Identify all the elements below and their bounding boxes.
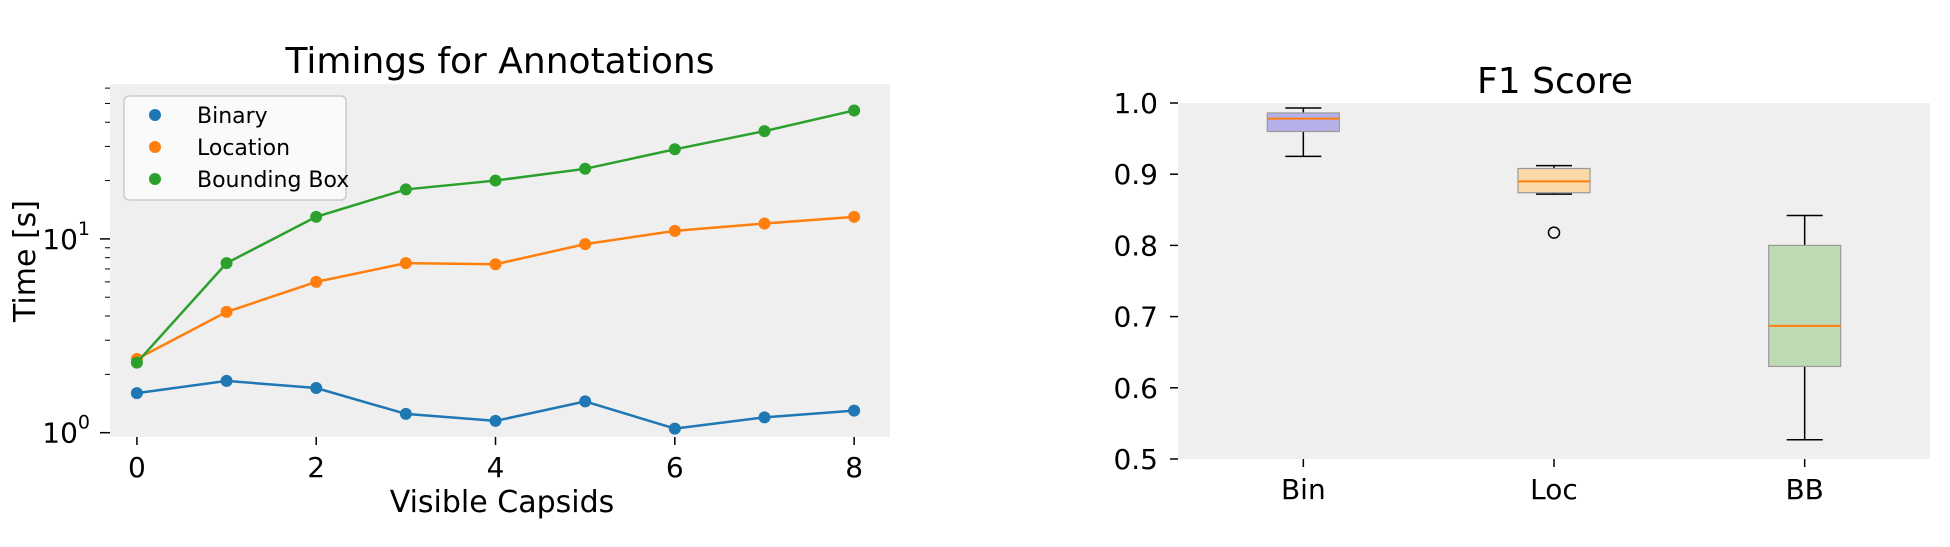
y-tick-label: 0.6 xyxy=(1113,372,1158,405)
data-point xyxy=(399,183,412,196)
y-tick-label: 0.7 xyxy=(1113,301,1158,334)
x-tick-label: Loc xyxy=(1530,473,1578,506)
data-point xyxy=(579,238,592,251)
data-point xyxy=(668,143,681,156)
line-chart-x-ticks: 0 2 4 6 8 xyxy=(128,437,863,484)
data-point xyxy=(489,258,502,271)
line-chart-legend: Binary Location Bounding Box xyxy=(123,95,349,201)
box-loc xyxy=(1517,164,1591,239)
x-tick-label: Bin xyxy=(1281,473,1326,506)
data-point xyxy=(579,162,592,175)
outlier-point xyxy=(1547,226,1561,239)
y-tick-label: 0.8 xyxy=(1113,229,1158,262)
box-chart-title: F1 Score xyxy=(1477,61,1633,102)
box-chart-boxes xyxy=(1266,107,1842,441)
y-tick-exponent: 0 xyxy=(78,412,90,434)
legend-marker xyxy=(149,173,161,185)
data-point xyxy=(758,125,771,138)
y-tick-label: 100 xyxy=(42,412,90,450)
legend-label: Binary xyxy=(197,104,268,129)
x-tick-label: BB xyxy=(1785,473,1823,506)
box-bin xyxy=(1266,107,1340,158)
x-tick-label: 0 xyxy=(128,451,146,484)
data-point xyxy=(220,305,233,318)
y-tick-label: 101 xyxy=(42,218,90,256)
data-point xyxy=(310,275,323,288)
data-point xyxy=(310,210,323,223)
line-chart-y-axis-label: Time [s] xyxy=(8,200,43,323)
x-tick-label: 4 xyxy=(487,451,505,484)
legend-marker xyxy=(149,109,161,121)
box-chart-x-ticks: Bin Loc BB xyxy=(1281,459,1824,506)
line-chart-series xyxy=(130,104,861,435)
data-point xyxy=(399,257,412,270)
data-point xyxy=(130,387,143,400)
data-point xyxy=(848,210,861,223)
data-point xyxy=(489,174,502,187)
data-point xyxy=(758,411,771,424)
data-point xyxy=(579,395,592,408)
legend-label: Bounding Box xyxy=(197,168,349,193)
data-point xyxy=(220,257,233,270)
box-body xyxy=(1266,112,1340,133)
data-point xyxy=(220,374,233,387)
y-tick-label: 0.9 xyxy=(1113,158,1158,191)
data-point xyxy=(489,414,502,427)
legend-marker xyxy=(149,141,161,153)
box-body xyxy=(1768,244,1842,368)
line-chart-x-axis-label: Visible Capsids xyxy=(390,485,615,520)
x-tick-label: 8 xyxy=(845,451,863,484)
line-chart-title: Timings for Annotations xyxy=(285,41,715,82)
data-point xyxy=(758,217,771,230)
data-point xyxy=(310,382,323,395)
x-tick-label: 6 xyxy=(666,451,684,484)
y-tick-label: 0.5 xyxy=(1113,443,1158,476)
data-point xyxy=(848,404,861,417)
data-point xyxy=(848,104,861,117)
legend-frame xyxy=(123,95,347,201)
data-point xyxy=(668,422,681,435)
y-tick-base: 10 xyxy=(42,223,78,256)
y-tick-exponent: 1 xyxy=(78,218,90,240)
y-tick-base: 10 xyxy=(42,417,78,450)
y-tick-label: 1.0 xyxy=(1113,87,1158,120)
box-bb xyxy=(1768,214,1842,441)
box-chart-y-ticks: 0.5 0.6 0.7 0.8 0.9 1.0 xyxy=(1113,87,1178,476)
data-point xyxy=(668,224,681,237)
legend-label: Location xyxy=(197,136,290,161)
data-point xyxy=(399,407,412,420)
data-point xyxy=(130,356,143,369)
x-tick-label: 2 xyxy=(307,451,325,484)
